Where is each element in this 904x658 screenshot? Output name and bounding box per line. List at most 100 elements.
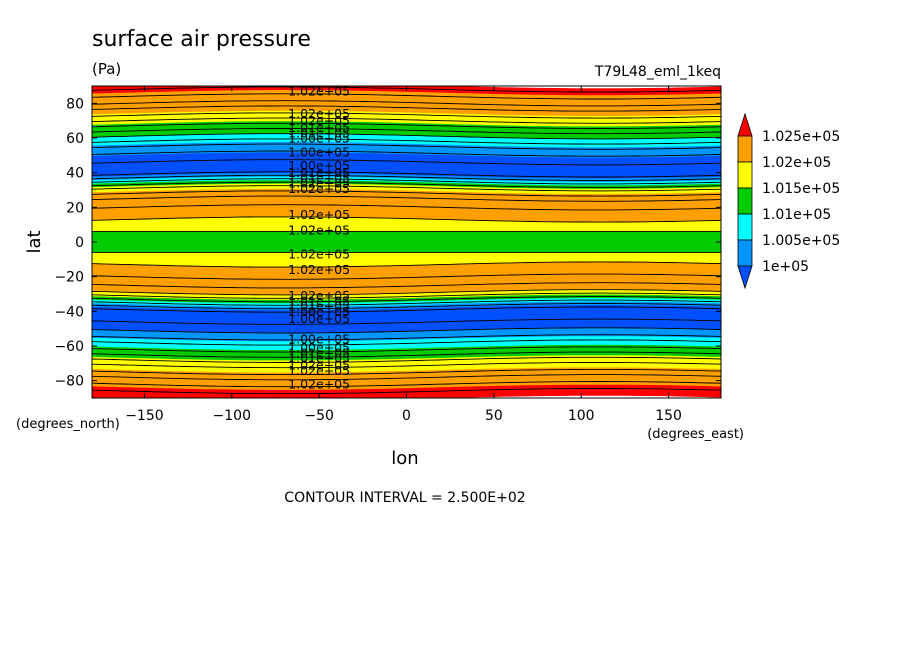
contour-line: [92, 381, 721, 388]
contour-label: 1.02e+05: [288, 207, 350, 222]
contour-label: 1.02e+05: [288, 222, 350, 237]
contour-label: 1.00e+05: [288, 332, 350, 347]
contour-line: [92, 174, 721, 181]
colorbar-level-label: 1.02e+05: [762, 155, 831, 171]
colorbar-segment: [737, 239, 753, 267]
contour-label: 1.02e+05: [288, 113, 350, 128]
contour-line: [92, 339, 721, 346]
contour-line: [92, 261, 721, 268]
contour-line: [92, 143, 721, 150]
y-tick-label: 80: [66, 96, 84, 112]
contour-line: [92, 289, 721, 296]
contour-line: [92, 117, 721, 124]
contour-label: 1.02e+05: [288, 247, 350, 262]
colorbar-level-label: 1.015e+05: [762, 181, 840, 197]
contour-line: [92, 356, 721, 363]
x-tick-label: 50: [485, 408, 503, 424]
colorbar-segment: [737, 161, 753, 189]
y-axis: −80 −60 −40 −20 0 20 40 60 80: [54, 96, 721, 390]
contour-line: [92, 195, 721, 202]
contour-line: [92, 273, 721, 280]
contour-label: 1.00e+05: [288, 131, 350, 146]
colorbar-level-label: 1.005e+05: [762, 233, 840, 249]
contour-labels: 1.02e+051.02e+051.02e+051.01e+051.01e+05…: [288, 84, 350, 392]
contour-line: [92, 388, 721, 395]
y-tick-label: 40: [66, 166, 84, 182]
x-tick-label: −50: [304, 408, 334, 424]
contour-label: 1.01e+05: [288, 293, 350, 308]
contour-label: 1.01e+05: [288, 120, 350, 135]
contour-line: [92, 362, 721, 369]
x-tick-label: 100: [568, 408, 595, 424]
contour-line: [92, 159, 721, 166]
colorbar-top-arrow: [737, 112, 753, 137]
contour-line: [92, 327, 721, 334]
colorbar-segment: [737, 187, 753, 215]
contour-label: 1.01e+05: [288, 345, 350, 360]
y-unit-label: (degrees_north): [16, 417, 120, 432]
contour-label: 1.02e+05: [288, 288, 350, 303]
contour-line: [92, 374, 721, 381]
colorbar-level-label: 1e+05: [762, 259, 809, 275]
contour-label: 1.00e+05: [288, 304, 350, 319]
contour-label: 1.01e+05: [288, 165, 350, 180]
contour-line: [92, 128, 721, 135]
x-unit-label: (degrees_east): [647, 427, 744, 442]
contour-line: [92, 346, 721, 353]
contour-band: [92, 231, 721, 253]
contour-line: [92, 299, 721, 306]
colorbar-bottom-arrow: [737, 265, 753, 290]
x-axis-label: lon: [391, 448, 418, 469]
colorbar-level-label: 1.025e+05: [762, 129, 840, 145]
contour-line: [92, 100, 721, 107]
x-tick-label: −150: [125, 408, 163, 424]
run-label: T79L48_eml_1keq: [594, 64, 721, 80]
colorbar: 1.025e+05 1.02e+05 1.015e+05 1.01e+05 1.005e…: [737, 112, 840, 290]
contour-label: 1.01e+05: [288, 351, 350, 366]
y-tick-label: 20: [66, 200, 84, 216]
contour-label: 1.02e+05: [288, 176, 350, 191]
contour-line: [92, 216, 721, 223]
contour-line: [92, 181, 721, 188]
units-label: (Pa): [92, 60, 121, 78]
contour-line: [92, 122, 721, 129]
contour-line: [92, 318, 721, 325]
contour-line: [92, 171, 721, 178]
contour-label: 1.02e+05: [288, 363, 350, 378]
contour-line: [92, 368, 721, 376]
contour-line: [92, 292, 721, 299]
contour-label: 1.00e+05: [288, 340, 350, 355]
contour-line: [92, 150, 721, 157]
contour-line: [92, 138, 721, 145]
contour-label: 1.02e+05: [288, 377, 350, 392]
contour-line: [92, 351, 721, 358]
contour-line: [92, 190, 721, 197]
contour-lines: [92, 86, 721, 395]
contour-line: [92, 296, 721, 303]
contour-label: 1.00e+05: [288, 158, 350, 173]
contour-label: 1.01e+05: [288, 170, 350, 185]
contour-line: [92, 133, 721, 140]
contour-line: [92, 204, 721, 211]
y-tick-label: 0: [75, 235, 84, 251]
y-tick-label: 60: [66, 131, 84, 147]
y-tick-label: −40: [54, 304, 84, 320]
colorbar-segment: [737, 213, 753, 241]
colorbar-level-label: 1.01e+05: [762, 207, 831, 223]
contour-line: [92, 112, 721, 119]
contour-label: 1.02e+05: [288, 84, 350, 99]
contour-label: 1.02e+05: [288, 358, 350, 373]
contour-line: [92, 185, 721, 192]
y-tick-label: −20: [54, 270, 84, 286]
contour-label: 1.01e+05: [288, 125, 350, 140]
x-tick-label: 150: [655, 408, 682, 424]
x-tick-label: −100: [213, 408, 251, 424]
contour-line: [92, 105, 721, 112]
contour-line: [92, 306, 721, 313]
y-tick-label: −80: [54, 374, 84, 390]
contour-line: [92, 282, 721, 289]
y-axis-label: lat: [24, 230, 45, 253]
contour-label: 1.02e+05: [288, 262, 350, 277]
